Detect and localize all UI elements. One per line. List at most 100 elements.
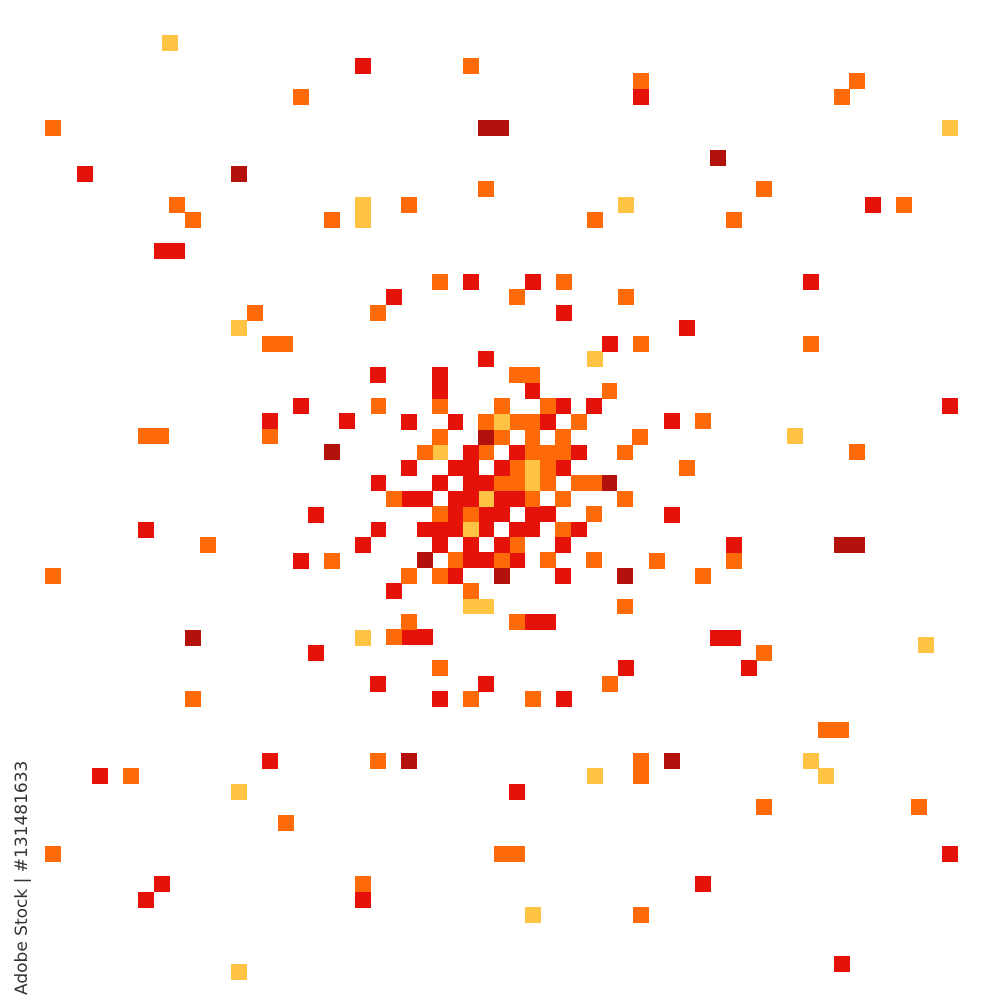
pixel-square	[540, 614, 556, 630]
pixel-square	[293, 398, 309, 414]
pixel-square	[92, 768, 108, 784]
pixel-square	[525, 691, 541, 707]
pixel-square	[324, 212, 340, 228]
pixel-square	[525, 274, 541, 290]
pixel-square	[695, 413, 711, 429]
pixel-square	[416, 552, 433, 569]
pixel-square	[726, 537, 742, 553]
pixel-square	[231, 166, 247, 182]
pixel-square	[726, 212, 742, 228]
pixel-square	[803, 274, 819, 290]
pixel-square	[509, 475, 525, 492]
pixel-square	[540, 444, 556, 461]
pixel-square	[540, 460, 556, 476]
pixel-square	[918, 637, 934, 653]
pixel-square	[818, 722, 849, 738]
pixel-square	[401, 614, 418, 630]
pixel-square	[370, 676, 386, 692]
pixel-square	[432, 567, 448, 584]
pixel-square	[463, 444, 479, 461]
pixel-square	[231, 320, 247, 336]
pixel-square	[570, 475, 587, 492]
pixel-square	[509, 460, 525, 476]
pixel-square	[355, 58, 371, 74]
pixel-square	[570, 521, 587, 538]
pixel-square	[478, 552, 495, 569]
pixel-square	[308, 645, 324, 661]
pixel-square	[478, 490, 495, 507]
pixel-square	[524, 444, 541, 461]
pixel-square	[247, 305, 263, 321]
pixel-square	[633, 753, 649, 784]
pixel-square	[478, 181, 494, 197]
pixel-square	[509, 367, 540, 383]
pixel-square	[231, 784, 247, 800]
pixel-square	[370, 475, 387, 492]
pixel-square	[432, 537, 448, 553]
pixel-square	[509, 521, 525, 538]
pixel-square	[401, 490, 418, 507]
pixel-square	[710, 630, 741, 646]
pixel-square	[463, 552, 479, 569]
pixel-square	[509, 552, 525, 569]
pixel-square	[432, 444, 448, 461]
pixel-square	[432, 521, 448, 538]
pixel-square	[524, 383, 541, 399]
pixel-square	[370, 305, 386, 321]
pixel-square	[401, 197, 417, 213]
pixel-square	[463, 691, 479, 707]
pixel-square	[555, 398, 572, 415]
pixel-square	[355, 197, 371, 228]
pixel-square	[463, 583, 479, 599]
pixel-square	[45, 568, 61, 584]
pixel-square	[370, 753, 386, 769]
pixel-square	[586, 398, 602, 415]
pixel-square	[633, 336, 649, 352]
pixel-square	[339, 413, 355, 429]
pixel-square	[463, 475, 479, 492]
pixel-square	[416, 490, 433, 507]
pixel-square	[231, 964, 247, 980]
pixel-square	[726, 553, 742, 569]
pixel-square	[447, 460, 464, 476]
pixel-square	[911, 799, 927, 815]
pixel-square	[262, 413, 278, 429]
pixel-square	[586, 552, 602, 569]
pixel-square	[756, 799, 772, 815]
pixel-square	[432, 475, 448, 492]
pixel-square	[493, 429, 510, 445]
pixel-square	[138, 428, 169, 444]
pixel-square	[162, 35, 178, 51]
pixel-square	[463, 490, 479, 507]
pixel-square	[493, 475, 510, 492]
pixel-square	[896, 197, 912, 213]
pixel-square	[386, 583, 402, 599]
pixel-square	[355, 630, 371, 646]
pixel-square	[756, 645, 772, 661]
pixel-square	[463, 274, 479, 290]
pixel-square	[262, 753, 278, 769]
pixel-square	[509, 490, 525, 507]
pixel-square	[401, 460, 418, 476]
pixel-square	[493, 398, 510, 415]
pixel-square	[509, 413, 525, 430]
pixel-square	[509, 614, 525, 630]
pixel-square	[185, 212, 201, 228]
pixel-square	[570, 413, 587, 430]
pixel-square	[463, 58, 479, 74]
pixel-square	[632, 429, 649, 445]
pixel-square	[447, 490, 464, 507]
pixel-square	[45, 120, 61, 136]
pixel-square	[664, 753, 680, 769]
pixel-square	[834, 89, 850, 105]
pixel-square	[679, 320, 695, 336]
pixel-square	[555, 490, 572, 507]
pixel-square	[493, 490, 510, 507]
pixel-square	[586, 506, 602, 522]
pixel-square	[432, 691, 448, 707]
pixel-square	[834, 537, 865, 553]
pixel-square	[586, 475, 602, 492]
pixel-square	[416, 521, 433, 538]
pixel-square	[447, 413, 464, 430]
pixel-square	[524, 413, 541, 430]
